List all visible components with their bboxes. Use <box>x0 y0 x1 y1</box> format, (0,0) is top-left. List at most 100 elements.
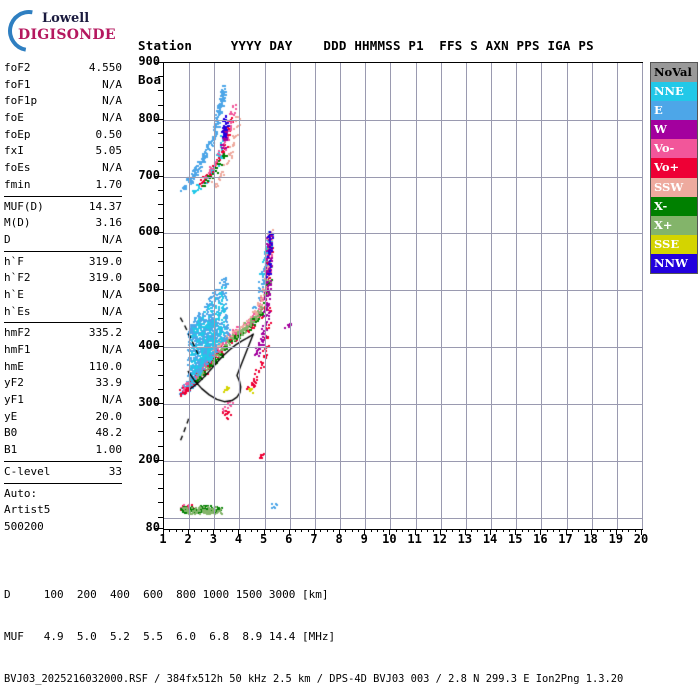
x-axis-minor-tick <box>238 529 239 532</box>
x-axis-label: 8 <box>335 532 343 546</box>
x-axis-minor-tick <box>245 529 246 532</box>
x-axis-minor-tick <box>176 529 177 532</box>
x-axis-minor-tick <box>408 529 409 532</box>
param-key: h`Es <box>4 304 31 318</box>
param-row-clevel: C-level 33 <box>4 464 122 481</box>
param-value: N/A <box>102 94 122 108</box>
gridline-horizontal <box>164 290 642 291</box>
x-axis-minor-tick <box>345 529 346 532</box>
x-axis-minor-tick <box>415 529 416 532</box>
x-axis-minor-tick <box>578 529 579 532</box>
legend-item-noval[interactable]: NoVal <box>651 63 697 83</box>
x-axis-major-tick <box>364 529 365 535</box>
x-axis-label: 12 <box>432 532 447 546</box>
param-value: N/A <box>102 161 122 175</box>
x-axis-minor-tick <box>515 529 516 532</box>
gridline-vertical <box>265 63 266 529</box>
x-axis-major-tick <box>515 529 516 535</box>
x-axis-minor-tick <box>465 529 466 532</box>
y-axis-minor-tick <box>158 318 163 319</box>
y-axis-minor-tick <box>158 304 163 305</box>
x-axis-major-tick <box>163 529 164 535</box>
footer-muf-line: MUF 4.9 5.0 5.2 5.5 6.0 6.8 8.9 14.4 [MH… <box>4 630 336 643</box>
param-row-d: D N/A <box>4 232 122 249</box>
y-axis-label: 800 <box>138 110 160 125</box>
param-row-yf2: yF2 33.9 <box>4 375 122 392</box>
x-axis-minor-tick <box>352 529 353 532</box>
legend-item-nnw[interactable]: NNW <box>651 253 697 274</box>
param-row-foe: foE N/A <box>4 110 122 127</box>
y-axis-label: 700 <box>138 167 160 182</box>
legend-item-nne[interactable]: NNE <box>651 82 697 102</box>
param-key: foF1p <box>4 94 38 108</box>
param-key: foE <box>4 111 24 125</box>
param-key: fxI <box>4 144 24 158</box>
y-axis-minor-tick <box>158 375 163 376</box>
y-axis-major-tick <box>154 176 163 177</box>
y-axis-label: 900 <box>138 54 160 68</box>
y-axis-label: 600 <box>138 224 160 239</box>
param-key: B1 <box>4 443 18 457</box>
x-axis-minor-tick <box>566 529 567 532</box>
param-row-hmf1: hmF1 N/A <box>4 342 122 359</box>
param-key: h`E <box>4 287 24 301</box>
x-axis-minor-tick <box>421 529 422 532</box>
y-axis-major-tick <box>154 403 163 404</box>
param-value: N/A <box>102 343 122 356</box>
param-divider-4 <box>4 460 122 462</box>
gridline-vertical <box>365 63 366 529</box>
x-axis-minor-tick <box>446 529 447 532</box>
param-key: fmin <box>4 177 31 191</box>
x-axis-minor-tick <box>371 529 372 532</box>
x-axis-minor-tick <box>452 529 453 532</box>
y-axis-minor-tick <box>158 105 163 106</box>
x-axis-label: 1 <box>159 532 167 546</box>
param-row-mufd: MUF(D) 14.37 <box>4 199 122 216</box>
y-axis-minor-tick <box>158 332 163 333</box>
x-axis-minor-tick <box>257 529 258 532</box>
ionogram-parameters-panel: foF2 4.550 foF1 N/A foF1p N/A foE N/A foEp 0.50 fx… <box>4 60 122 536</box>
legend-item-x[interactable]: X+ <box>651 215 697 235</box>
x-axis-minor-tick <box>194 529 195 532</box>
x-axis-minor-tick <box>301 529 302 532</box>
x-axis-label: 18 <box>583 532 598 546</box>
auto-program: Artist5 <box>4 503 51 517</box>
ionogram-plot-area[interactable] <box>163 62 643 530</box>
x-axis-minor-tick <box>603 529 604 532</box>
x-axis-minor-tick <box>339 529 340 532</box>
x-axis-major-tick <box>591 529 592 535</box>
x-axis-major-tick <box>314 529 315 535</box>
legend-item-sse[interactable]: SSE <box>651 234 697 254</box>
x-axis-label: 16 <box>533 532 548 546</box>
x-axis-minor-tick <box>188 529 189 532</box>
x-axis-minor-tick <box>490 529 491 532</box>
legend-item-w[interactable]: W <box>651 120 697 140</box>
x-axis-major-tick <box>339 529 340 535</box>
x-axis-minor-tick <box>320 529 321 532</box>
x-axis-major-tick <box>490 529 491 535</box>
y-axis-minor-tick <box>158 517 163 518</box>
legend-item-vo[interactable]: Vo+ <box>651 158 697 178</box>
param-key: yF2 <box>4 376 24 390</box>
param-value: 33.9 <box>95 376 123 390</box>
legend-item-vo[interactable]: Vo- <box>651 139 697 159</box>
param-row-fxi: fxI 5.05 <box>4 143 122 160</box>
legend-item-x[interactable]: X- <box>651 196 697 216</box>
param-value: 48.2 <box>95 426 123 440</box>
y-axis-major-tick <box>154 232 163 233</box>
param-value: 335.2 <box>88 326 122 340</box>
legend-item-e[interactable]: E <box>651 101 697 121</box>
param-value: N/A <box>102 287 122 301</box>
x-axis-major-tick <box>188 529 189 535</box>
x-axis-major-tick <box>238 529 239 535</box>
param-row-b1: B1 1.00 <box>4 442 122 459</box>
y-axis-minor-tick <box>158 431 163 432</box>
legend-item-ssw[interactable]: SSW <box>651 177 697 197</box>
auto-label: Auto: <box>4 486 38 500</box>
gridline-horizontal <box>164 404 642 405</box>
footer-file-line: BVJ03_2025216032000.RSF / 384fx512h 50 k… <box>4 673 624 685</box>
param-row-hmf2: hmF2 335.2 <box>4 325 122 342</box>
gridline-vertical <box>189 63 190 529</box>
x-axis-minor-tick <box>553 529 554 532</box>
x-axis-minor-tick <box>264 529 265 532</box>
